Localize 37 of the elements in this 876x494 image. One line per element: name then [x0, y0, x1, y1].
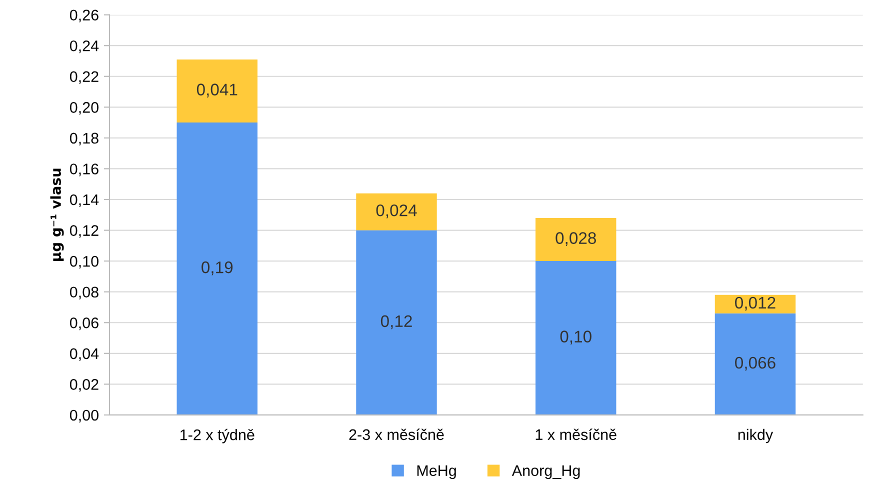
data-label: 0,041 — [196, 84, 238, 98]
y-tick-label: 0,08 — [70, 286, 98, 300]
y-tick-label: 0,20 — [70, 102, 98, 115]
y-tick-label: 0,16 — [70, 164, 98, 176]
y-tick-label: 0,10 — [70, 256, 98, 269]
data-label: 0,012 — [735, 296, 776, 311]
data-label: 0,024 — [376, 204, 417, 218]
y-tick-label: 0,12 — [70, 225, 98, 238]
y-tick-label: 0,24 — [70, 40, 99, 54]
data-label: 0,10 — [560, 330, 592, 344]
y-tick-label: 0,14 — [70, 194, 99, 207]
bar — [714, 313, 796, 415]
y-tick-label: 0,06 — [70, 317, 98, 330]
bar — [536, 218, 616, 262]
y-tick-label: 0,02 — [70, 379, 98, 392]
bar — [176, 122, 258, 415]
y-tick-label: 0,00 — [70, 410, 98, 422]
bar — [176, 59, 258, 123]
data-label: 0,19 — [202, 261, 233, 276]
x-tick-label: nikdy — [738, 428, 774, 444]
legend-label: MeHg — [417, 465, 456, 480]
x-tick-label: 1-2 x týdně — [180, 428, 254, 444]
bar — [356, 193, 437, 230]
y-tick-label: 0,04 — [70, 348, 99, 361]
bar — [356, 230, 437, 415]
data-label: 0,12 — [380, 315, 412, 330]
x-tick-label: 2-3 x měsíčně — [349, 428, 444, 440]
bar — [536, 261, 616, 415]
x-tick-label: 1 x měsíčně — [536, 428, 616, 440]
y-tick-label: 0,26 — [70, 10, 98, 22]
legend-label: Anorg_Hg — [512, 465, 580, 480]
y-tick-label: 0,22 — [70, 71, 98, 84]
data-label: 0,066 — [735, 356, 776, 371]
y-tick-label: 0,18 — [70, 132, 98, 146]
y-axis-title: µg g⁻¹ vlasu — [50, 168, 64, 261]
data-label: 0,028 — [556, 232, 596, 246]
bar — [714, 294, 796, 314]
